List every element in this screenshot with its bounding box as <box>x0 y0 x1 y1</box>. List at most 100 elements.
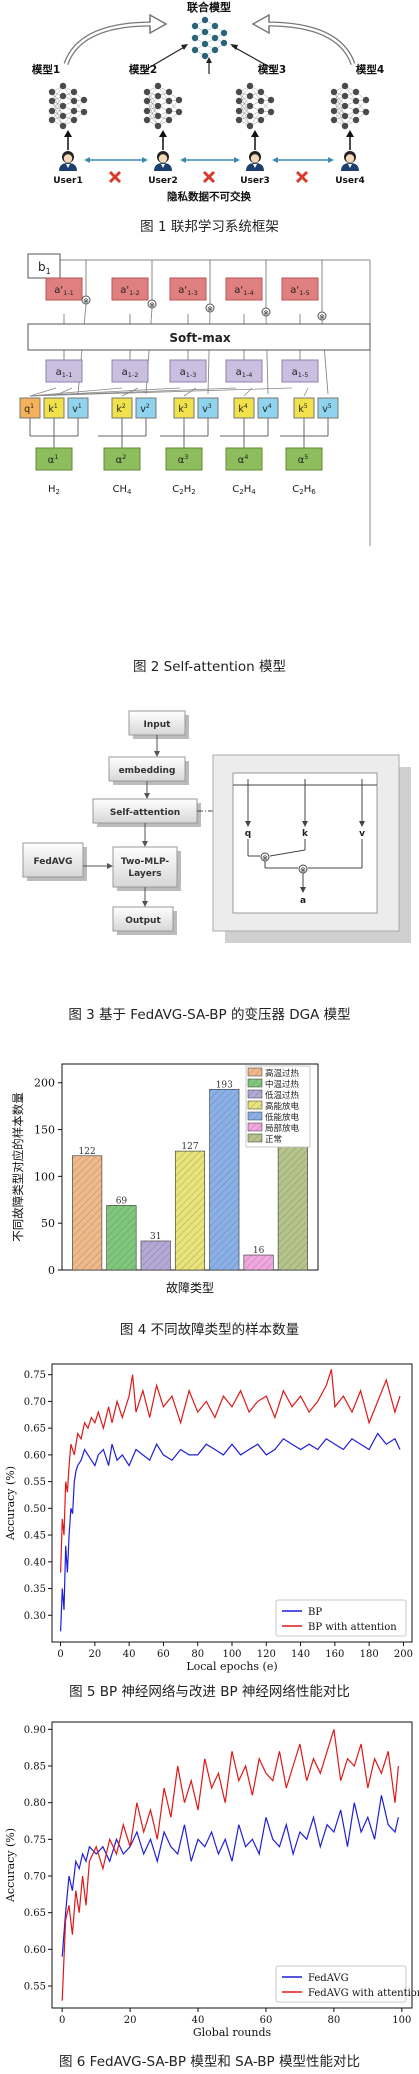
alpha-box <box>103 447 141 471</box>
k-vector-box <box>173 397 195 419</box>
legend-entry: 低能放电 <box>265 1112 300 1123</box>
user-label-3: User3 <box>240 176 269 186</box>
gas-label: C2H4 <box>232 484 256 496</box>
y-axis-label: Accuracy (%) <box>4 1466 17 1541</box>
y-tick-label: 0.70 <box>24 1397 46 1408</box>
y-tick-label: 0.55 <box>24 1477 46 1488</box>
k-vector-box <box>233 397 255 419</box>
k-vector-box <box>111 397 133 419</box>
y-tick-label: 0.75 <box>24 1370 46 1381</box>
embedding-label: embedding <box>119 766 176 776</box>
fig2-caption: 图 2 Self-attention 模型 <box>132 659 287 675</box>
fig6-line-chart: 0.55 0.60 0.65 0.70 0.75 0.80 0.85 0.90 0 20 40 60 8… <box>4 1721 419 2039</box>
legend-entry: FedAVG with attention <box>308 1988 419 1999</box>
y-tick-label: 150 <box>34 1124 55 1137</box>
alpha-label: α5 <box>298 453 309 466</box>
y-tick-label: 0.35 <box>24 1584 46 1595</box>
bar-data-label: 69 <box>116 1196 128 1206</box>
k-vector-label: k3 <box>178 403 188 415</box>
model-label-2: 模型2 <box>129 63 157 76</box>
a-label: a1-1 <box>56 367 73 379</box>
v-vector-box <box>67 397 89 419</box>
model-label-4: 模型4 <box>356 63 384 76</box>
a-prime-box <box>225 277 263 301</box>
multiply-op-icon <box>81 295 91 305</box>
x-tick-label: 40 <box>192 2015 205 2026</box>
svg-text:⊗: ⊗ <box>207 305 213 313</box>
legend-entry: 局部放电 <box>265 1123 300 1134</box>
x-tick-label: 20 <box>124 2015 137 2026</box>
v-vector-label: v3 <box>202 403 212 415</box>
gas-label: H2 <box>48 484 60 496</box>
y-tick-label: 100 <box>34 1170 55 1183</box>
v-vector-label: v2 <box>140 403 150 415</box>
local-model-net-icon-3 <box>235 82 275 130</box>
a-prime-box <box>169 277 207 301</box>
x-tick-label: 60 <box>157 1649 170 1660</box>
q-vector-box <box>19 397 41 419</box>
fig4-bar-chart: 050100150200122693112719316137高温过热中温过热低温… <box>11 1063 319 1295</box>
y-tick-label: 50 <box>41 1217 55 1230</box>
blocked-x-icon-2 <box>202 170 216 184</box>
y-tick-label: 0.70 <box>24 1872 46 1883</box>
a-box <box>45 359 83 383</box>
embedding-box <box>108 756 186 782</box>
alpha-box <box>35 447 73 471</box>
alpha-box <box>225 447 263 471</box>
b1-label: b <box>38 260 46 274</box>
two-mlp-layers-box <box>112 846 178 888</box>
y-tick-label: 0.50 <box>24 1504 46 1515</box>
x-tick-label: 200 <box>394 1649 413 1660</box>
blocked-x-icon-1 <box>108 170 122 184</box>
series-line <box>61 1795 399 1957</box>
bar-data-label: 193 <box>216 1080 233 1090</box>
fig3-caption: 图 3 基于 FedAVG-SA-BP 的变压器 DGA 模型 <box>68 1007 351 1023</box>
bar-data-label: 122 <box>79 1147 96 1157</box>
gas-label: C2H6 <box>292 484 316 496</box>
x-tick-label: 60 <box>260 2015 273 2026</box>
multiply-op-icon-2 <box>298 864 308 874</box>
gas-label: CH4 <box>113 484 133 496</box>
legend <box>275 1599 407 1637</box>
y-axis-label: Accuracy (%) <box>4 1828 17 1903</box>
local-model-net-icon-4 <box>330 82 370 130</box>
y-tick-label: 0.65 <box>24 1424 46 1435</box>
y-tick-label: 0.90 <box>24 1725 46 1736</box>
y-tick-label: 200 <box>34 1077 55 1090</box>
v-vector-box <box>257 397 279 419</box>
y-tick-label: 0.75 <box>24 1835 46 1846</box>
local-model-net-icon-2 <box>143 82 183 130</box>
fig5-caption: 图 5 BP 神经网络与改进 BP 神经网络性能对比 <box>69 1684 350 1700</box>
y-tick-label: 0.85 <box>24 1762 46 1773</box>
fig1-top-label: 联合模型 <box>187 0 231 14</box>
y-tick-label: 0.65 <box>24 1908 46 1919</box>
y-tick-label: 0.55 <box>24 1982 46 1993</box>
k-vector-label: k2 <box>116 403 126 415</box>
a-prime-label: a'1-3 <box>178 285 198 297</box>
fig5-line-chart: 0.30 0.35 0.40 0.45 0.50 0.55 0.60 0.65 0.70 0.75… <box>4 1363 413 1673</box>
inner-v-label: v <box>359 829 365 839</box>
series-line <box>61 1729 399 2001</box>
k-vector-box <box>43 397 65 419</box>
legend-entry: 正常 <box>265 1134 282 1145</box>
y-axis-label: 不同故障类型对应的样本数量 <box>11 1092 25 1242</box>
y-tick-label: 0.80 <box>24 1798 46 1809</box>
mlp-label-line2: Layers <box>128 869 161 879</box>
fig1-federated-framework: 联合模型 模型1 模型2 模型3 模型4 User1 User2 User3 U… <box>32 0 384 203</box>
a-prime-box <box>111 277 149 301</box>
user-label-2: User2 <box>148 176 177 186</box>
alpha-label: α4 <box>238 453 249 466</box>
y-tick-label: 0.40 <box>24 1557 46 1568</box>
k-vector-label: k4 <box>238 403 248 415</box>
joint-model-net-icon <box>191 16 228 60</box>
x-axis-label: Local epochs (e) <box>186 1660 277 1673</box>
multiply-op-icon <box>205 303 215 313</box>
x-tick-label: 20 <box>88 1649 101 1660</box>
v-vector-box <box>317 397 339 419</box>
a-box <box>111 359 149 383</box>
v-vector-label: v5 <box>322 403 332 415</box>
a-label: a1-5 <box>292 367 309 379</box>
blocked-x-icon-3 <box>295 170 309 184</box>
input-label: Input <box>144 720 172 730</box>
bar-data-label: 127 <box>181 1142 198 1152</box>
